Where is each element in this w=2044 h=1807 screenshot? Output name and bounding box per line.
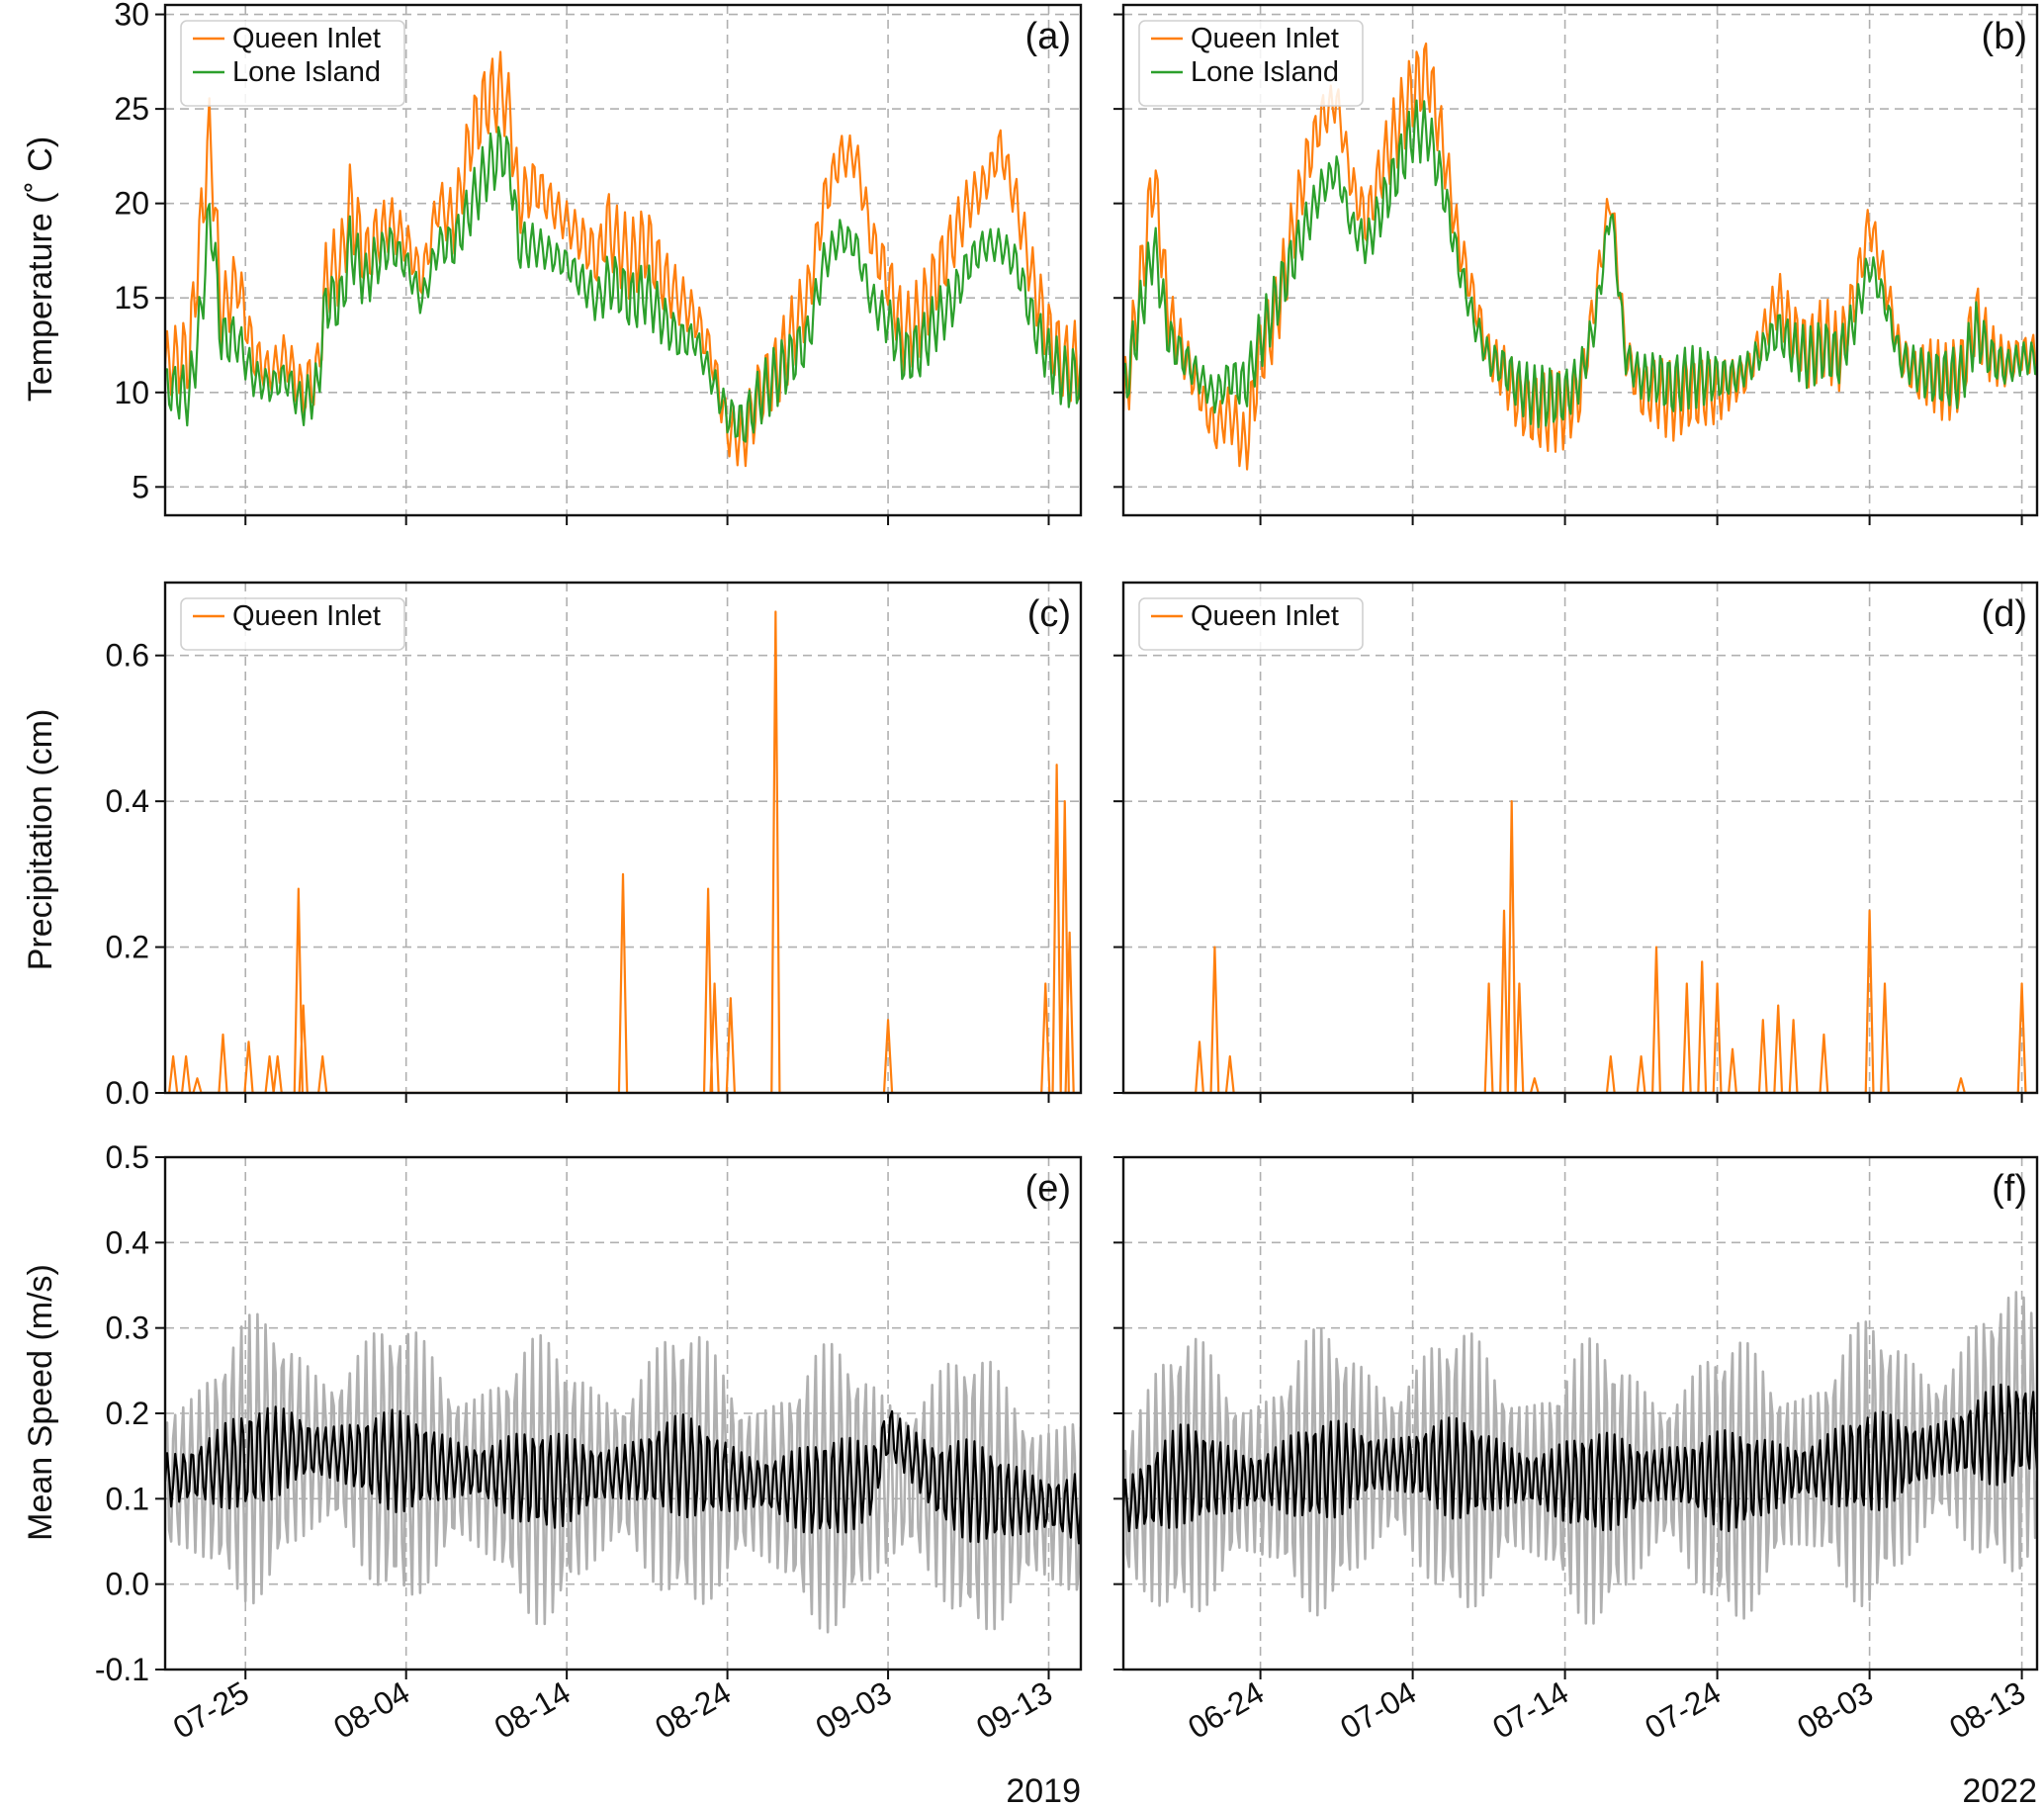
y-tick-label: 30 [114,0,149,33]
y-tick-label: 25 [114,91,149,127]
legend-box [180,597,405,651]
ylabel-temperature: Temperature (˚ C) [22,136,59,402]
plot-frame [163,581,1083,1095]
y-tick-label: 0.3 [106,1310,149,1346]
plot-area [1123,1291,2037,1625]
legend-entry: Queen Inlet [1191,23,1339,54]
y-tick-label: 0.0 [106,1567,149,1602]
series-line-queen-inlet [165,50,1081,468]
panel-e: 07-25 08-04 08-14 08-24 09-03 09-13 -0.1 0.0 0.1… [95,1139,1083,1746]
legend-entry: Queen Inlet [232,23,381,54]
panel-label: (f) [1992,1168,2027,1210]
plot-area [165,610,1081,1093]
x-tick-label: 07-24 [1639,1674,1727,1746]
y-tick-label: 5 [132,469,149,504]
y-tick-label: 0.4 [106,783,149,819]
x-tick-label: 07-04 [1334,1674,1422,1746]
ylabel-precipitation: Precipitation (cm) [22,709,59,971]
plot-frame [163,1155,1083,1671]
panel-label: (b) [1982,16,2027,57]
panel-label: (c) [1027,593,1071,635]
plot-frame [1121,3,2039,517]
y-tick-label: 0.0 [106,1075,149,1111]
y-tick-label: 0.6 [106,638,149,674]
plot-frame [163,3,1083,517]
y-tick-label: 0.2 [106,1396,149,1431]
series-line-mean [165,1405,1081,1545]
series-line-mean [1123,1383,2037,1533]
x-tick-label: 08-13 [1943,1674,2031,1746]
panel-f: 06-24 07-04 07-14 07-24 08-03 08-13 (f) [1113,1155,2039,1746]
plot-area [165,50,1081,468]
y-tick-label: 0.5 [106,1139,149,1175]
y-tick-label: -0.1 [95,1652,149,1687]
legend-entry: Queen Inlet [232,600,381,632]
series-line-lone-island [165,126,1081,443]
legend-entry: Lone Island [232,56,381,88]
x-tick-label: 08-04 [327,1674,415,1746]
x-tick-label: 09-03 [810,1674,898,1746]
x-tick-label: 07-25 [167,1674,255,1746]
x-tick-label: 09-13 [970,1674,1058,1746]
panel-c: 0.0 0.2 0.4 0.6 (c) Queen Inlet [106,581,1083,1111]
legend-entry: Queen Inlet [1191,600,1339,632]
y-tick-label: 0.1 [106,1481,149,1516]
plot-frame [1121,1155,2039,1671]
series-line-queen-inlet [1123,42,2037,471]
plot-area [165,1312,1081,1634]
y-tick-label: 0.2 [106,930,149,965]
x-tick-label: 06-24 [1182,1674,1270,1746]
x-tick-label: 08-03 [1791,1674,1879,1746]
y-tick-label: 20 [114,186,149,222]
panel-label: (d) [1982,593,2027,635]
legend-entry: Lone Island [1191,56,1339,88]
plot-area [1123,800,2037,1093]
series-line-lone-island [1123,99,2037,429]
year-label-left: 2019 [1006,1772,1081,1807]
legend-box [1138,597,1364,651]
series-line-queen-inlet [1123,800,2037,1093]
panel-d: (d) Queen Inlet [1113,581,2039,1103]
ylabel-mean-speed: Mean Speed (m/s) [22,1264,59,1541]
year-label-right: 2022 [1962,1772,2037,1807]
y-tick-label: 10 [114,375,149,410]
series-line-range [1123,1291,2037,1625]
panel-label: (e) [1025,1168,1071,1210]
plot-frame [1121,581,2039,1095]
y-tick-label: 15 [114,280,149,316]
legend-box [180,20,405,107]
x-tick-label: 07-14 [1486,1674,1574,1746]
plot-area [1123,42,2037,471]
x-tick-label: 08-14 [489,1674,577,1746]
y-tick-label: 0.4 [106,1224,149,1260]
legend-box [1138,20,1364,107]
x-tick-label: 08-24 [649,1674,737,1746]
panel-label: (a) [1025,16,1071,57]
series-line-queen-inlet [165,610,1081,1093]
